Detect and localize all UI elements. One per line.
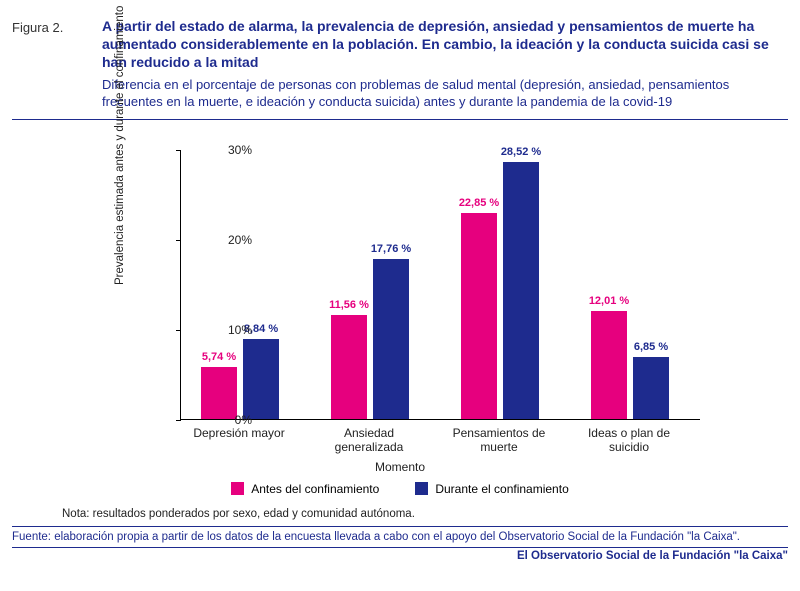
- ytick-label: 10%: [228, 323, 252, 337]
- yaxis-title: Prevalencia estimada antes y durante el …: [114, 5, 126, 284]
- ytick-mark: [176, 240, 181, 241]
- xaxis-title: Momento: [20, 460, 780, 474]
- title-block: A partir del estado de alarma, la preval…: [102, 18, 788, 111]
- bar: 8,84 %: [243, 339, 279, 419]
- legend-swatch: [231, 482, 244, 495]
- legend-item: Durante el confinamiento: [415, 482, 568, 496]
- legend-label: Antes del confinamiento: [251, 482, 379, 496]
- bar: 28,52 %: [503, 162, 539, 419]
- bar: 6,85 %: [633, 357, 669, 419]
- xcategory-label: Ansiedad generalizada: [309, 426, 429, 455]
- legend-label: Durante el confinamiento: [435, 482, 568, 496]
- ytick-label: 0%: [235, 413, 252, 427]
- header-block: Figura 2. A partir del estado de alarma,…: [12, 18, 788, 120]
- figure-label: Figura 2.: [12, 18, 102, 35]
- figure-title: A partir del estado de alarma, la preval…: [102, 18, 788, 72]
- bar: 17,76 %: [373, 259, 409, 419]
- ytick-mark: [176, 420, 181, 421]
- bar-value-label: 11,56 %: [319, 299, 379, 311]
- bar: 11,56 %: [331, 315, 367, 419]
- bar-value-label: 22,85 %: [449, 197, 509, 209]
- bar: 5,74 %: [201, 367, 237, 419]
- legend-swatch: [415, 482, 428, 495]
- xcategory-label: Pensamientos de muerte: [439, 426, 559, 455]
- source-block: Fuente: elaboración propia a partir de l…: [12, 526, 788, 548]
- xcategory-label: Depresión mayor: [179, 426, 299, 440]
- ytick-label: 20%: [228, 233, 252, 247]
- figure-subtitle: Diferencia en el porcentaje de personas …: [102, 76, 788, 111]
- legend-item: Antes del confinamiento: [231, 482, 379, 496]
- chart-area: Prevalencia estimada antes y durante el …: [20, 130, 780, 490]
- bar-value-label: 6,85 %: [621, 341, 681, 353]
- bar-value-label: 17,76 %: [361, 243, 421, 255]
- bar: 22,85 %: [461, 213, 497, 419]
- ytick-label: 30%: [228, 143, 252, 157]
- bar: 12,01 %: [591, 311, 627, 419]
- ytick-mark: [176, 330, 181, 331]
- figure-container: Figura 2. A partir del estado de alarma,…: [0, 0, 800, 570]
- legend: Antes del confinamiento Durante el confin…: [20, 482, 780, 499]
- ytick-mark: [176, 150, 181, 151]
- plot-area: 5,74 %8,84 %11,56 %17,76 %22,85 %28,52 %…: [180, 150, 700, 420]
- bar-value-label: 5,74 %: [189, 351, 249, 363]
- source-text: Fuente: elaboración propia a partir de l…: [12, 531, 740, 543]
- note-text: Nota: resultados ponderados por sexo, ed…: [62, 508, 788, 520]
- xcategory-label: Ideas o plan de suicidio: [569, 426, 689, 455]
- footer-credit: El Observatorio Social de la Fundación "…: [12, 550, 788, 562]
- bar-value-label: 28,52 %: [491, 146, 551, 158]
- bar-value-label: 12,01 %: [579, 295, 639, 307]
